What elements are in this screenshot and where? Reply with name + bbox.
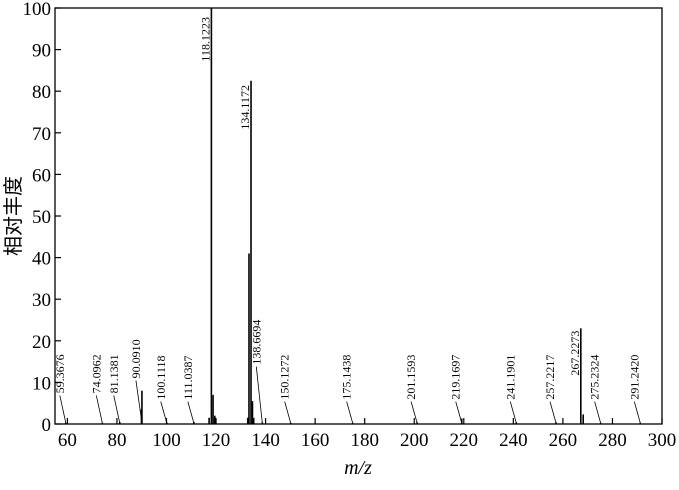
peak-label: 111.0387 xyxy=(181,355,195,399)
peak-label-leader xyxy=(59,395,67,424)
x-tick-label: 280 xyxy=(598,430,627,451)
peak-labels-layer: 59.3676 74.0962 81.1381 90.0910 100.1118 111.… xyxy=(53,17,641,400)
peak-label: 257.2217 xyxy=(543,355,557,400)
x-tick-label: 160 xyxy=(301,430,330,451)
peak-label-leader xyxy=(455,401,463,424)
peak-label-leader xyxy=(160,401,168,424)
peak-label-leader xyxy=(549,401,557,424)
y-tick-label: 50 xyxy=(32,207,51,228)
peak-label: 219.1697 xyxy=(449,355,463,400)
peak-label: 150.1272 xyxy=(278,355,292,400)
peak-label-leader xyxy=(410,401,418,424)
peak-label: 201.1593 xyxy=(404,355,418,400)
peak-label-leader xyxy=(95,395,103,424)
y-tick-label: 100 xyxy=(23,0,52,20)
peak-label: 74.0962 xyxy=(89,354,103,393)
peak-label: 59.3676 xyxy=(53,354,67,393)
y-tick-label: 30 xyxy=(32,290,51,311)
peak-label-leader xyxy=(284,401,292,424)
peak-label: 90.0910 xyxy=(129,339,143,378)
y-tick-label: 90 xyxy=(32,41,51,62)
peak-label-leader xyxy=(135,380,143,424)
y-tick-label: 40 xyxy=(32,249,51,270)
peaks-layer xyxy=(65,8,642,424)
peak-label-leader xyxy=(594,401,602,424)
y-tick-label: 60 xyxy=(32,165,51,186)
y-tick-label: 0 xyxy=(42,415,52,436)
peak-label: 100.1118 xyxy=(154,355,168,399)
peak-label: 118.1223 xyxy=(198,17,212,62)
x-axis-title: m/z xyxy=(344,457,372,479)
y-tick-label: 80 xyxy=(32,82,51,103)
peak-label-leader xyxy=(509,401,517,424)
peak-label: 291.2420 xyxy=(627,355,641,400)
y-tick-label: 70 xyxy=(32,124,51,145)
peak-label-leader xyxy=(346,401,354,424)
x-axis: 60 80 100 120 140 160 180 200 220 240 260 280 300 xyxy=(58,418,676,451)
peak-label: 241.1901 xyxy=(503,355,517,400)
x-tick-label: 80 xyxy=(107,430,126,451)
peak-label: 81.1381 xyxy=(107,354,121,393)
peak-label-leaders xyxy=(59,366,641,424)
y-axis-title: 相对丰度 xyxy=(2,176,25,256)
x-tick-label: 60 xyxy=(58,430,77,451)
x-tick-label: 240 xyxy=(499,430,528,451)
x-tick-label: 180 xyxy=(350,430,379,451)
peak-label: 275.2324 xyxy=(588,355,602,400)
x-tick-label: 200 xyxy=(400,430,429,451)
peak-label: 267.2273 xyxy=(568,331,582,376)
peak-label-leader xyxy=(633,401,641,424)
x-tick-label: 120 xyxy=(202,430,231,451)
peak-label: 138.6694 xyxy=(249,320,263,365)
y-axis: 0 10 20 30 40 50 60 70 80 90 100 xyxy=(23,0,61,436)
y-tick-label: 10 xyxy=(32,373,51,394)
x-tick-label: 260 xyxy=(549,430,578,451)
x-tick-label: 300 xyxy=(648,430,677,451)
peak-label: 134.1172 xyxy=(238,85,252,130)
x-tick-label: 220 xyxy=(450,430,479,451)
peak-label-leader xyxy=(187,401,195,424)
y-tick-label: 20 xyxy=(32,332,51,353)
peak-label: 175.1438 xyxy=(340,355,354,400)
peak-label-leader xyxy=(255,366,263,424)
peak-label-leader xyxy=(113,395,121,424)
x-tick-label: 140 xyxy=(251,430,280,451)
x-tick-label: 100 xyxy=(152,430,181,451)
